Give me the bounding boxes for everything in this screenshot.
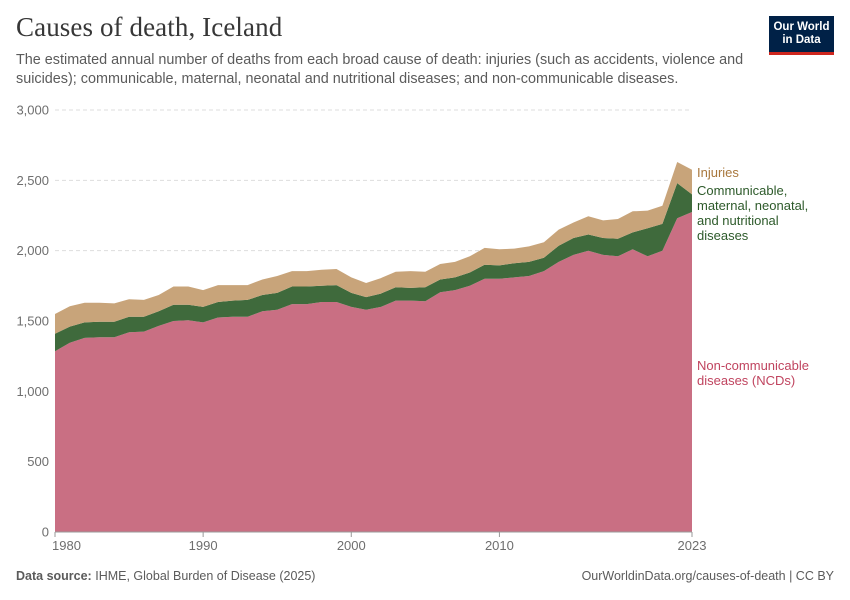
y-tick-label: 1,000 bbox=[16, 384, 49, 399]
y-tick-label: 500 bbox=[27, 454, 49, 469]
chart-subtitle: The estimated annual number of deaths fr… bbox=[16, 52, 744, 87]
stacked-areas bbox=[55, 162, 692, 532]
x-tick-label: 2010 bbox=[485, 538, 514, 553]
source-url-link[interactable]: OurWorldinData.org/causes-of-death | CC … bbox=[581, 569, 834, 583]
y-tick-label: 0 bbox=[42, 525, 49, 540]
logo-text: Our World in Data bbox=[773, 21, 830, 46]
series-label: Injuries bbox=[697, 165, 739, 180]
area-series bbox=[55, 183, 692, 352]
series-label: Communicable, maternal, neonatal, and nutr… bbox=[697, 183, 808, 243]
y-tick-label: 2,000 bbox=[16, 243, 49, 258]
x-tick-label: 1990 bbox=[189, 538, 218, 553]
x-tick-label: 2000 bbox=[337, 538, 366, 553]
x-axis: 1980 1990 2000 2010 2023 bbox=[52, 531, 707, 553]
data-source-text: IHME, Global Burden of Disease (2025) bbox=[95, 569, 316, 583]
y-axis-ticks: 0 500 1,000 1,500 2,000 2,500 3,000 bbox=[16, 103, 49, 540]
x-tick-label: 1980 bbox=[52, 538, 81, 553]
series-labels: Non-communicable diseases (NCDs) Communica… bbox=[697, 165, 809, 388]
y-tick-label: 1,500 bbox=[16, 314, 49, 329]
y-tick-label: 2,500 bbox=[16, 173, 49, 188]
chart-title: Causes of death, Iceland bbox=[16, 12, 283, 42]
series-label: Non-communicable diseases (NCDs) bbox=[697, 358, 809, 388]
area-series bbox=[55, 162, 692, 334]
x-tick-label: 2023 bbox=[678, 538, 707, 553]
area-series bbox=[55, 212, 692, 532]
area-chart: 0 500 1,000 1,500 2,000 2,500 3,000 1980 1990 20… bbox=[16, 103, 809, 554]
y-tick-label: 3,000 bbox=[16, 103, 49, 118]
owid-logo[interactable]: Our World in Data bbox=[769, 16, 834, 55]
data-source-label: Data source: bbox=[16, 569, 92, 583]
data-source: Data source: IHME, Global Burden of Dise… bbox=[16, 569, 315, 583]
